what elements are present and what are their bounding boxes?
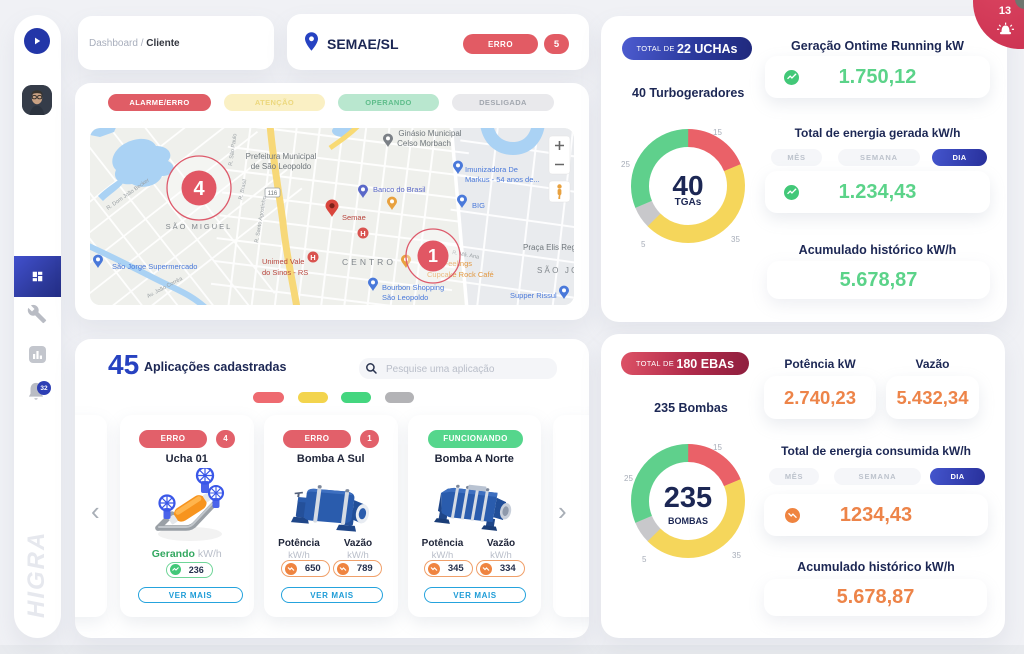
svg-text:R. Brasil: R. Brasil xyxy=(238,179,248,201)
svg-text:R. São Paulo: R. São Paulo xyxy=(228,133,238,166)
svg-text:SÃO JOS: SÃO JOS xyxy=(537,266,574,275)
svg-text:Imunizadora De: Imunizadora De xyxy=(465,165,518,174)
svg-text:116: 116 xyxy=(268,191,278,197)
svg-text:Ginásio Municipal: Ginásio Municipal xyxy=(398,129,461,138)
svg-text:Cupcake Rock Café: Cupcake Rock Café xyxy=(427,270,494,279)
svg-text:Supper Rissul: Supper Rissul xyxy=(510,291,557,300)
svg-text:do Sinos - RS: do Sinos - RS xyxy=(262,268,308,277)
svg-text:Celso Morbach: Celso Morbach xyxy=(397,139,451,148)
svg-text:Praça Elis Reg: Praça Elis Reg xyxy=(523,243,574,252)
svg-text:de São Leopoldo: de São Leopoldo xyxy=(251,162,312,171)
svg-text:Markus - 54 anos de...: Markus - 54 anos de... xyxy=(465,175,540,184)
svg-text:H: H xyxy=(310,253,315,262)
svg-text:Banco do Brasil: Banco do Brasil xyxy=(373,185,426,194)
svg-text:BIG: BIG xyxy=(472,201,485,210)
svg-text:Pink Feelings: Pink Feelings xyxy=(427,259,472,268)
svg-text:Prefeitura Municipal: Prefeitura Municipal xyxy=(246,152,317,161)
svg-text:CENTRO: CENTRO xyxy=(342,257,396,267)
svg-text:Bourbon Shopping: Bourbon Shopping xyxy=(382,283,444,292)
svg-text:Unimed Vale: Unimed Vale xyxy=(262,257,304,266)
svg-text:São Leopoldo: São Leopoldo xyxy=(382,293,428,302)
svg-text:São Jorge Supermercado: São Jorge Supermercado xyxy=(112,262,197,271)
svg-text:4: 4 xyxy=(193,178,205,200)
svg-text:R. Má. Ana: R. Má. Ana xyxy=(452,250,481,261)
svg-text:1: 1 xyxy=(428,246,438,266)
svg-text:Semae: Semae xyxy=(342,213,366,222)
svg-text:H: H xyxy=(360,229,365,238)
svg-text:SÃO MIGUEL: SÃO MIGUEL xyxy=(166,222,233,231)
